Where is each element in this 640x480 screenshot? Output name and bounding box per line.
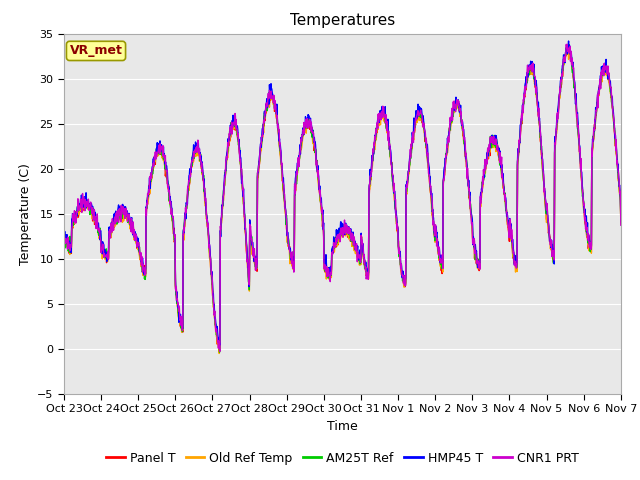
Line: Old Ref Temp: Old Ref Temp (64, 51, 621, 353)
HMP45 T (502, 196, 509, 202)
Panel T (429, 218, 437, 224)
CNR1 PRT (617, 222, 625, 228)
Panel T (617, 218, 625, 224)
CNR1 PRT (60, 233, 68, 239)
CNR1 PRT (216, 348, 224, 354)
HMP45 T (170, 230, 178, 236)
CNR1 PRT (246, 223, 254, 229)
Old Ref Temp (170, 232, 178, 238)
AM25T Ref (429, 219, 437, 225)
HMP45 T (184, 184, 191, 190)
Old Ref Temp (502, 205, 509, 211)
HMP45 T (216, 342, 224, 348)
CNR1 PRT (170, 233, 178, 239)
Title: Temperatures: Temperatures (290, 13, 395, 28)
HMP45 T (564, 38, 572, 44)
HMP45 T (551, 134, 559, 140)
Panel T (170, 239, 178, 245)
CNR1 PRT (551, 140, 559, 145)
AM25T Ref (184, 190, 191, 195)
Line: Panel T: Panel T (64, 49, 621, 351)
Old Ref Temp (551, 141, 559, 146)
AM25T Ref (246, 234, 254, 240)
AM25T Ref (60, 240, 68, 245)
Line: HMP45 T: HMP45 T (64, 41, 621, 345)
AM25T Ref (617, 219, 625, 225)
Line: CNR1 PRT: CNR1 PRT (64, 44, 621, 351)
Legend: Panel T, Old Ref Temp, AM25T Ref, HMP45 T, CNR1 PRT: Panel T, Old Ref Temp, AM25T Ref, HMP45 … (101, 447, 584, 469)
Line: AM25T Ref: AM25T Ref (64, 45, 621, 352)
Old Ref Temp (617, 221, 625, 227)
AM25T Ref (216, 349, 223, 355)
AM25T Ref (502, 207, 509, 213)
Old Ref Temp (429, 219, 437, 225)
Old Ref Temp (184, 189, 191, 194)
Panel T (60, 234, 68, 240)
AM25T Ref (170, 237, 178, 242)
Old Ref Temp (246, 234, 254, 240)
X-axis label: Time: Time (327, 420, 358, 432)
Old Ref Temp (563, 48, 570, 54)
Text: VR_met: VR_met (70, 44, 122, 58)
Panel T (184, 192, 191, 197)
Panel T (215, 348, 223, 354)
Old Ref Temp (215, 350, 223, 356)
HMP45 T (246, 231, 254, 237)
Old Ref Temp (60, 235, 68, 240)
HMP45 T (60, 231, 68, 237)
HMP45 T (617, 212, 625, 218)
AM25T Ref (566, 42, 573, 48)
CNR1 PRT (184, 184, 191, 190)
Panel T (551, 140, 559, 146)
AM25T Ref (551, 141, 559, 147)
Panel T (502, 205, 509, 211)
HMP45 T (429, 215, 437, 221)
CNR1 PRT (429, 222, 437, 228)
Panel T (246, 235, 254, 241)
Panel T (564, 47, 572, 52)
Y-axis label: Temperature (C): Temperature (C) (19, 163, 31, 264)
CNR1 PRT (502, 200, 509, 206)
CNR1 PRT (563, 41, 571, 47)
